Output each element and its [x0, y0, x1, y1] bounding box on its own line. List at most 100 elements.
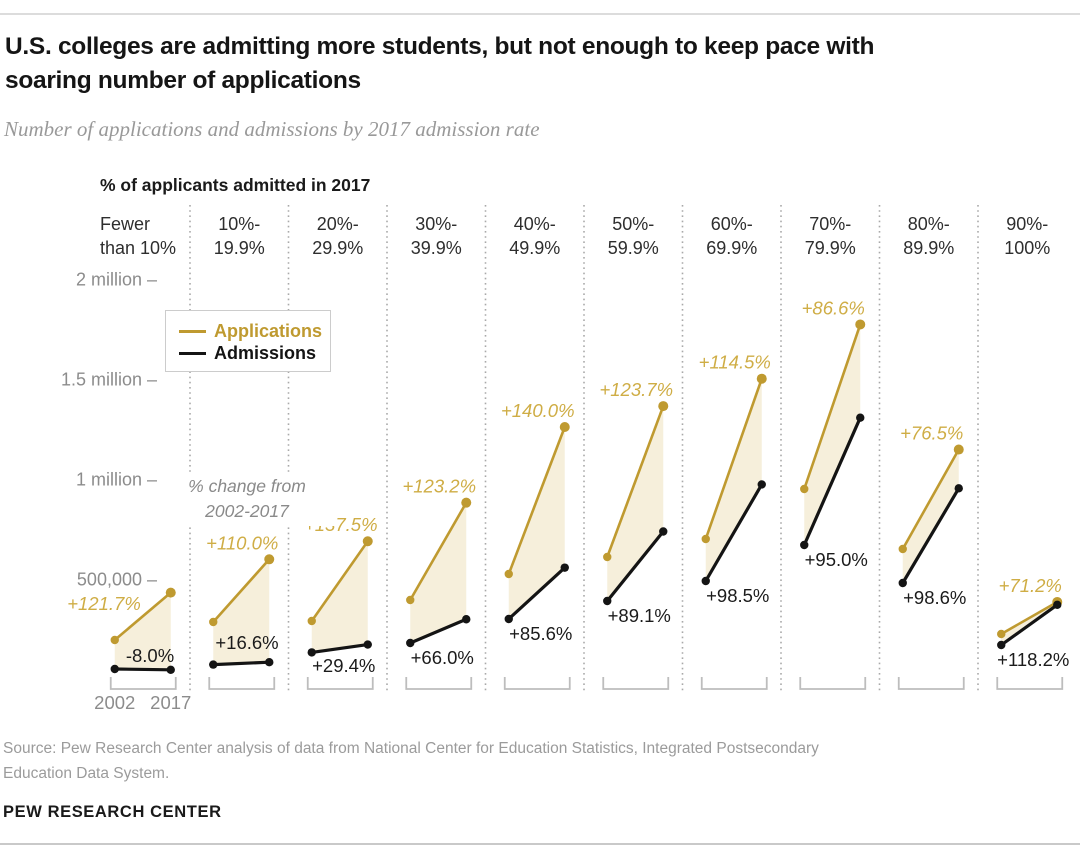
- category-label-line2: 59.9%: [608, 238, 659, 258]
- applications-line: [409, 502, 468, 601]
- applications-line: [507, 426, 566, 575]
- applications-admissions-gap-fill: [607, 406, 664, 601]
- admissions-2002-point: [209, 660, 218, 669]
- admissions-pct-change-label: +89.1%: [608, 605, 671, 626]
- admissions-line: [507, 566, 566, 621]
- chart-heading: % of applicants admitted in 2017: [100, 175, 371, 195]
- pew-research-center-wordmark: PEW RESEARCH CENTER: [3, 803, 222, 821]
- page-title: U.S. colleges are admitting more student…: [5, 30, 1065, 98]
- admissions-2017-point: [363, 640, 372, 649]
- applications-2002-point: [504, 569, 513, 579]
- category-label-line2: 69.9%: [706, 238, 757, 258]
- applications-2017-point: [855, 319, 866, 330]
- applications-pct-change-label: +114.5%: [699, 352, 771, 373]
- applications-line: [803, 324, 862, 490]
- year-span-bracket: [503, 677, 571, 690]
- applications-line: [310, 540, 369, 622]
- category-label-line2: 19.9%: [214, 238, 265, 258]
- admissions-2002-point: [898, 578, 907, 588]
- admissions-line: [311, 642, 368, 654]
- admissions-2017-point: [560, 563, 569, 572]
- admissions-2002-point: [307, 648, 316, 657]
- category-label-line2: 100%: [1004, 238, 1050, 258]
- applications-pct-change-label: +123.7%: [599, 379, 673, 400]
- applications-line-swatch-icon: [179, 329, 206, 333]
- admissions-2002-point: [110, 664, 119, 674]
- page-title-line1: U.S. colleges are admitting more student…: [5, 33, 875, 60]
- admissions-line: [409, 617, 467, 645]
- category-label-line2: than 10%: [100, 238, 176, 258]
- admissions-2002-point: [701, 576, 710, 586]
- applications-admissions-gap-fill: [114, 592, 171, 670]
- pct-change-annotation: % change from 2002-2017: [158, 472, 336, 526]
- applications-2002-point: [701, 534, 710, 544]
- category-label-line1: 90%-: [1006, 214, 1048, 234]
- applications-2002-point: [603, 552, 612, 562]
- applications-line: [113, 591, 172, 641]
- applications-2002-point: [800, 484, 809, 494]
- admissions-2017-point: [166, 665, 175, 674]
- admissions-line: [802, 417, 862, 546]
- applications-2002-point: [997, 629, 1006, 639]
- category-label-line1: 60%-: [711, 214, 753, 234]
- applications-line: [212, 558, 271, 623]
- category-label-line2: 79.9%: [805, 238, 856, 258]
- applications-pct-change-label: +121.7%: [67, 593, 141, 614]
- year-span-bracket: [799, 677, 867, 690]
- year-span-bracket: [405, 677, 473, 690]
- admissions-line-swatch-icon: [179, 351, 206, 355]
- legend-item-admissions: Admissions: [179, 342, 330, 364]
- applications-admissions-gap-fill: [213, 559, 270, 665]
- admissions-line: [606, 530, 665, 603]
- category-label-line1: 70%-: [809, 214, 851, 234]
- category-label-line1: Fewer: [100, 214, 150, 234]
- category-label-line1: 30%-: [415, 214, 457, 234]
- applications-line: [606, 405, 665, 558]
- category-label-line2: 39.9%: [411, 238, 462, 258]
- admissions-line: [901, 487, 961, 584]
- admissions-2002-point: [406, 638, 415, 648]
- admissions-2002-point: [504, 614, 513, 624]
- admissions-pct-change-label: +118.2%: [997, 649, 1069, 670]
- pct-change-annotation-line1: % change from: [188, 476, 306, 496]
- admissions-pct-change-label: +98.6%: [903, 587, 966, 608]
- admissions-2017-point: [462, 615, 471, 624]
- y-axis-tick-label: 1 million –: [76, 470, 157, 490]
- admissions-line: [213, 660, 270, 667]
- category-label-line2: 49.9%: [509, 238, 560, 258]
- applications-2002-point: [110, 635, 119, 645]
- applications-2017-point: [559, 422, 570, 432]
- category-label-line2: 29.9%: [312, 238, 363, 258]
- applications-pct-change-label: +86.6%: [802, 297, 865, 318]
- x-axis-label-2017: 2017: [150, 692, 191, 713]
- applications-2017-point: [756, 373, 767, 384]
- admissions-pct-change-label: +16.6%: [215, 632, 278, 653]
- page-title-line2: soaring number of applications: [5, 67, 361, 94]
- applications-2002-point: [209, 617, 218, 627]
- admissions-2017-point: [659, 527, 668, 536]
- applications-2017-point: [264, 554, 275, 565]
- admissions-pct-change-label: +29.4%: [312, 655, 375, 676]
- y-axis-tick-label: 500,000 –: [77, 570, 157, 590]
- admissions-line: [1000, 603, 1059, 647]
- applications-pct-change-label: +71.2%: [999, 575, 1062, 596]
- applications-2002-point: [307, 616, 316, 626]
- legend-item-applications: Applications: [179, 320, 330, 342]
- admissions-line: [114, 667, 171, 672]
- admissions-pct-change-label: +95.0%: [805, 549, 868, 570]
- applications-2017-point: [461, 497, 472, 508]
- applications-2017-point: [362, 536, 373, 547]
- applications-2017-point: [953, 444, 964, 455]
- legend-applications-label: Applications: [214, 320, 323, 341]
- applications-line: [704, 378, 763, 540]
- admissions-pct-change-label: +66.0%: [411, 647, 474, 668]
- applications-admissions-gap-fill: [705, 378, 762, 581]
- applications-pct-change-label: +110.0%: [206, 532, 278, 553]
- year-span-bracket: [996, 677, 1064, 690]
- admissions-2002-point: [603, 596, 612, 606]
- chart-subtitle: Number of applications and admissions by…: [4, 117, 540, 141]
- year-span-bracket: [208, 677, 276, 690]
- applications-admissions-gap-fill: [508, 427, 565, 619]
